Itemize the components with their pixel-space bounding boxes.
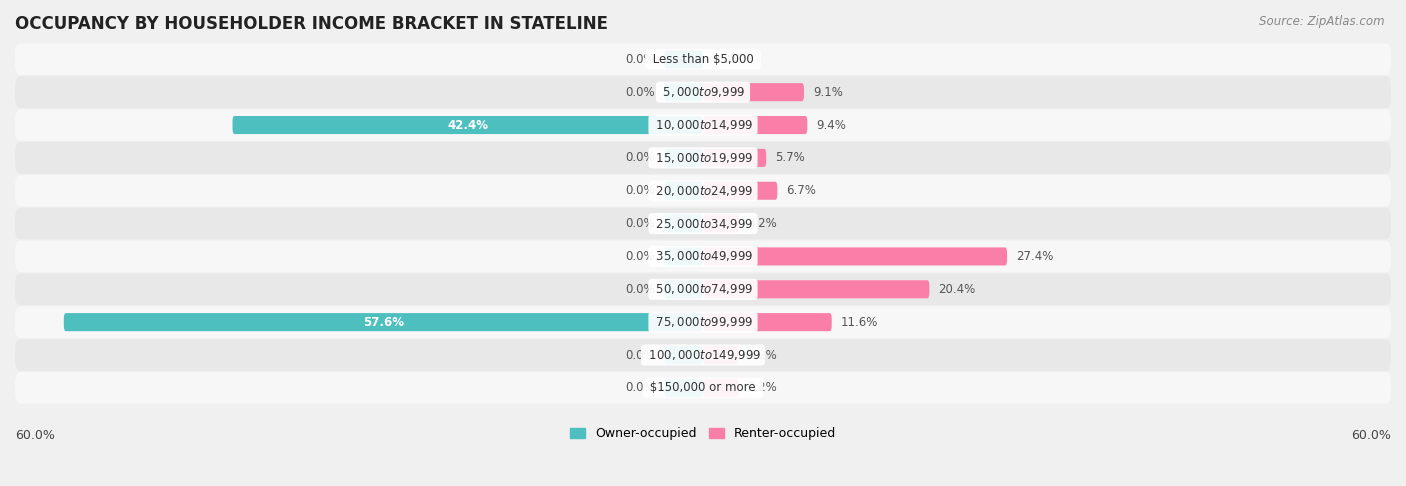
Text: $5,000 to $9,999: $5,000 to $9,999 bbox=[659, 85, 747, 99]
FancyBboxPatch shape bbox=[15, 44, 1391, 75]
FancyBboxPatch shape bbox=[703, 116, 807, 134]
Text: 42.4%: 42.4% bbox=[447, 119, 488, 132]
Text: 9.1%: 9.1% bbox=[813, 86, 842, 99]
FancyBboxPatch shape bbox=[15, 274, 1391, 305]
FancyBboxPatch shape bbox=[703, 83, 804, 101]
FancyBboxPatch shape bbox=[15, 339, 1391, 371]
Text: $75,000 to $99,999: $75,000 to $99,999 bbox=[652, 315, 754, 329]
Text: 0.0%: 0.0% bbox=[626, 250, 655, 263]
Text: 0.0%: 0.0% bbox=[711, 53, 741, 66]
FancyBboxPatch shape bbox=[664, 280, 703, 298]
FancyBboxPatch shape bbox=[664, 247, 703, 265]
Text: $50,000 to $74,999: $50,000 to $74,999 bbox=[652, 282, 754, 296]
Text: 60.0%: 60.0% bbox=[15, 429, 55, 442]
Text: 3.2%: 3.2% bbox=[748, 382, 778, 394]
Text: $25,000 to $34,999: $25,000 to $34,999 bbox=[652, 217, 754, 230]
Text: 0.0%: 0.0% bbox=[626, 217, 655, 230]
Text: 0.0%: 0.0% bbox=[626, 382, 655, 394]
FancyBboxPatch shape bbox=[703, 346, 738, 364]
FancyBboxPatch shape bbox=[15, 76, 1391, 108]
FancyBboxPatch shape bbox=[664, 346, 703, 364]
Text: $35,000 to $49,999: $35,000 to $49,999 bbox=[652, 249, 754, 263]
Text: $100,000 to $149,999: $100,000 to $149,999 bbox=[644, 348, 762, 362]
Text: OCCUPANCY BY HOUSEHOLDER INCOME BRACKET IN STATELINE: OCCUPANCY BY HOUSEHOLDER INCOME BRACKET … bbox=[15, 15, 607, 33]
Text: 0.0%: 0.0% bbox=[626, 151, 655, 164]
FancyBboxPatch shape bbox=[664, 182, 703, 200]
Text: 9.4%: 9.4% bbox=[817, 119, 846, 132]
FancyBboxPatch shape bbox=[664, 149, 703, 167]
Text: 6.7%: 6.7% bbox=[786, 184, 815, 197]
FancyBboxPatch shape bbox=[703, 214, 738, 233]
Text: 5.7%: 5.7% bbox=[775, 151, 804, 164]
FancyBboxPatch shape bbox=[664, 379, 703, 397]
Legend: Owner-occupied, Renter-occupied: Owner-occupied, Renter-occupied bbox=[565, 422, 841, 445]
FancyBboxPatch shape bbox=[703, 313, 832, 331]
Text: 20.4%: 20.4% bbox=[938, 283, 976, 296]
FancyBboxPatch shape bbox=[703, 280, 929, 298]
Text: 3.2%: 3.2% bbox=[748, 348, 778, 362]
FancyBboxPatch shape bbox=[15, 241, 1391, 272]
Text: 0.0%: 0.0% bbox=[626, 184, 655, 197]
FancyBboxPatch shape bbox=[15, 109, 1391, 141]
Text: 0.0%: 0.0% bbox=[626, 348, 655, 362]
FancyBboxPatch shape bbox=[63, 313, 703, 331]
FancyBboxPatch shape bbox=[664, 214, 703, 233]
FancyBboxPatch shape bbox=[703, 182, 778, 200]
FancyBboxPatch shape bbox=[664, 50, 703, 69]
Text: 0.0%: 0.0% bbox=[626, 283, 655, 296]
FancyBboxPatch shape bbox=[15, 208, 1391, 240]
Text: 57.6%: 57.6% bbox=[363, 316, 404, 329]
FancyBboxPatch shape bbox=[703, 379, 738, 397]
Text: $20,000 to $24,999: $20,000 to $24,999 bbox=[652, 184, 754, 198]
Text: $10,000 to $14,999: $10,000 to $14,999 bbox=[652, 118, 754, 132]
Text: 27.4%: 27.4% bbox=[1017, 250, 1053, 263]
FancyBboxPatch shape bbox=[15, 175, 1391, 207]
Text: 0.0%: 0.0% bbox=[626, 53, 655, 66]
Text: $15,000 to $19,999: $15,000 to $19,999 bbox=[652, 151, 754, 165]
FancyBboxPatch shape bbox=[703, 247, 1007, 265]
FancyBboxPatch shape bbox=[232, 116, 703, 134]
FancyBboxPatch shape bbox=[15, 306, 1391, 338]
Text: 11.6%: 11.6% bbox=[841, 316, 877, 329]
FancyBboxPatch shape bbox=[15, 372, 1391, 404]
Text: 60.0%: 60.0% bbox=[1351, 429, 1391, 442]
FancyBboxPatch shape bbox=[15, 142, 1391, 174]
Text: Source: ZipAtlas.com: Source: ZipAtlas.com bbox=[1260, 15, 1385, 28]
Text: $150,000 or more: $150,000 or more bbox=[647, 382, 759, 394]
Text: 0.0%: 0.0% bbox=[626, 86, 655, 99]
Text: Less than $5,000: Less than $5,000 bbox=[648, 53, 758, 66]
Text: 3.2%: 3.2% bbox=[748, 217, 778, 230]
FancyBboxPatch shape bbox=[703, 149, 766, 167]
FancyBboxPatch shape bbox=[664, 83, 703, 101]
